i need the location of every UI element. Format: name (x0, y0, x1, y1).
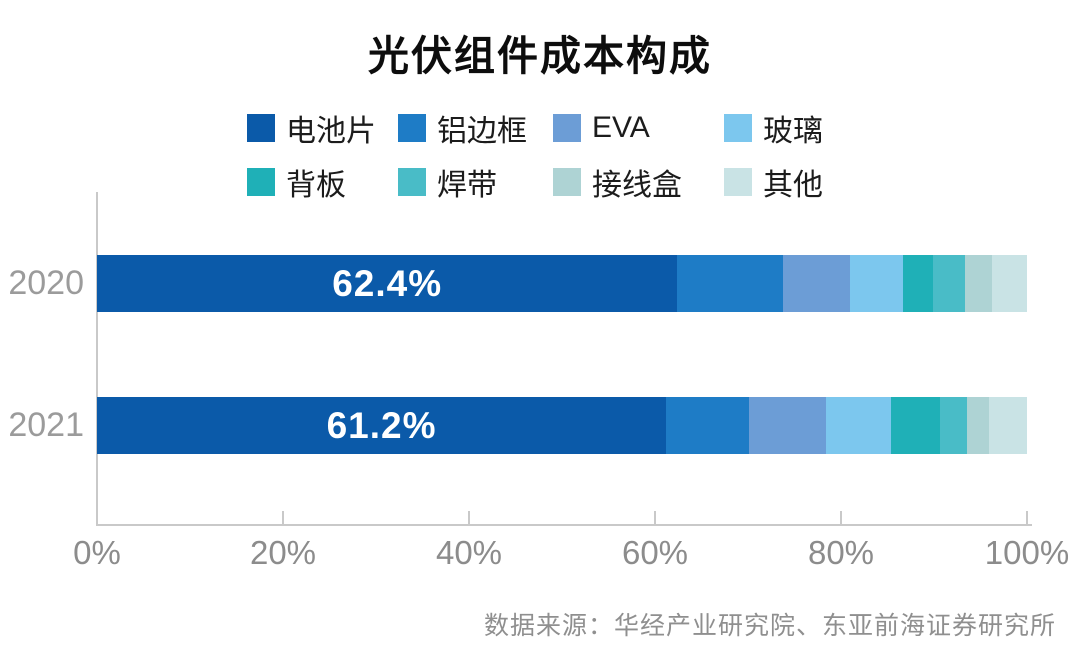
chart-title: 光伏组件成本构成 (368, 33, 712, 79)
legend-item-4: 背板 (247, 165, 398, 202)
bar-segment-2021-5 (939, 397, 967, 454)
y-axis-line (96, 192, 98, 526)
bar-segment-2020-0 (97, 255, 678, 312)
legend: 电池片 铝边框 EVA 玻璃背板 焊带 接线盒 其他 (247, 111, 864, 202)
bar-value-label-2020: 62.4% (332, 262, 443, 304)
legend-swatch-icon (724, 113, 752, 142)
bar-segment-2020-6 (964, 255, 992, 312)
bar-segment-2021-2 (748, 397, 827, 454)
bar-segment-2021-7 (988, 397, 1027, 454)
x-axis-tick (282, 511, 284, 524)
x-axis-tick-label: 100% (984, 534, 1070, 571)
legend-label: 背板 (286, 168, 346, 202)
legend-swatch-icon (553, 113, 581, 142)
bar-segment-2020-5 (933, 255, 965, 312)
x-axis-tick-label: 60% (621, 534, 689, 571)
legend-item-0: 电池片 (247, 111, 398, 148)
legend-label: EVA (592, 110, 650, 144)
legend-label: 玻璃 (763, 114, 823, 148)
x-axis-tick (654, 511, 656, 524)
bar-segment-2021-0 (97, 397, 667, 454)
bar-segment-2021-4 (891, 397, 940, 454)
bar-segment-2020-3 (850, 255, 904, 312)
legend-swatch-icon (724, 167, 752, 196)
bar-segment-2021-6 (966, 397, 989, 454)
category-label-2020: 2020 (8, 264, 84, 302)
legend-label: 焊带 (437, 168, 497, 202)
legend-label: 铝边框 (437, 114, 527, 148)
legend-item-2: EVA (553, 111, 724, 144)
legend-label: 其他 (763, 168, 823, 202)
bar-segment-2020-4 (903, 255, 934, 312)
legend-item-3: 玻璃 (724, 111, 864, 148)
legend-swatch-icon (247, 167, 275, 196)
bar-segment-2020-2 (783, 255, 851, 312)
legend-swatch-icon (247, 113, 275, 142)
bar-segment-2020-1 (677, 255, 784, 312)
source-note: 数据来源：华经产业研究院、东亚前海证券研究所 (483, 612, 1056, 640)
bar-segment-2020-7 (991, 255, 1027, 312)
bar-segment-2021-3 (826, 397, 892, 454)
legend-label: 电池片 (286, 114, 376, 148)
x-axis-tick (468, 511, 470, 524)
x-axis-tick (1026, 511, 1028, 524)
x-axis-tick-label: 0% (73, 534, 121, 571)
x-axis-tick-label: 40% (435, 534, 503, 571)
x-axis-tick (96, 511, 98, 524)
legend-swatch-icon (553, 167, 581, 196)
legend-swatch-icon (398, 167, 426, 196)
x-axis-baseline (96, 524, 1032, 526)
legend-swatch-icon (398, 113, 426, 142)
legend-item-5: 焊带 (398, 165, 553, 202)
x-axis-tick (840, 511, 842, 524)
legend-item-6: 接线盒 (553, 165, 724, 202)
legend-item-1: 铝边框 (398, 111, 553, 148)
bar-value-label-2021: 61.2% (326, 404, 437, 446)
bar-segment-2021-1 (666, 397, 749, 454)
x-axis-tick-label: 20% (249, 534, 317, 571)
legend-label: 接线盒 (592, 168, 682, 202)
x-axis-tick-label: 80% (807, 534, 875, 571)
legend-item-7: 其他 (724, 165, 864, 202)
category-label-2021: 2021 (8, 406, 84, 444)
